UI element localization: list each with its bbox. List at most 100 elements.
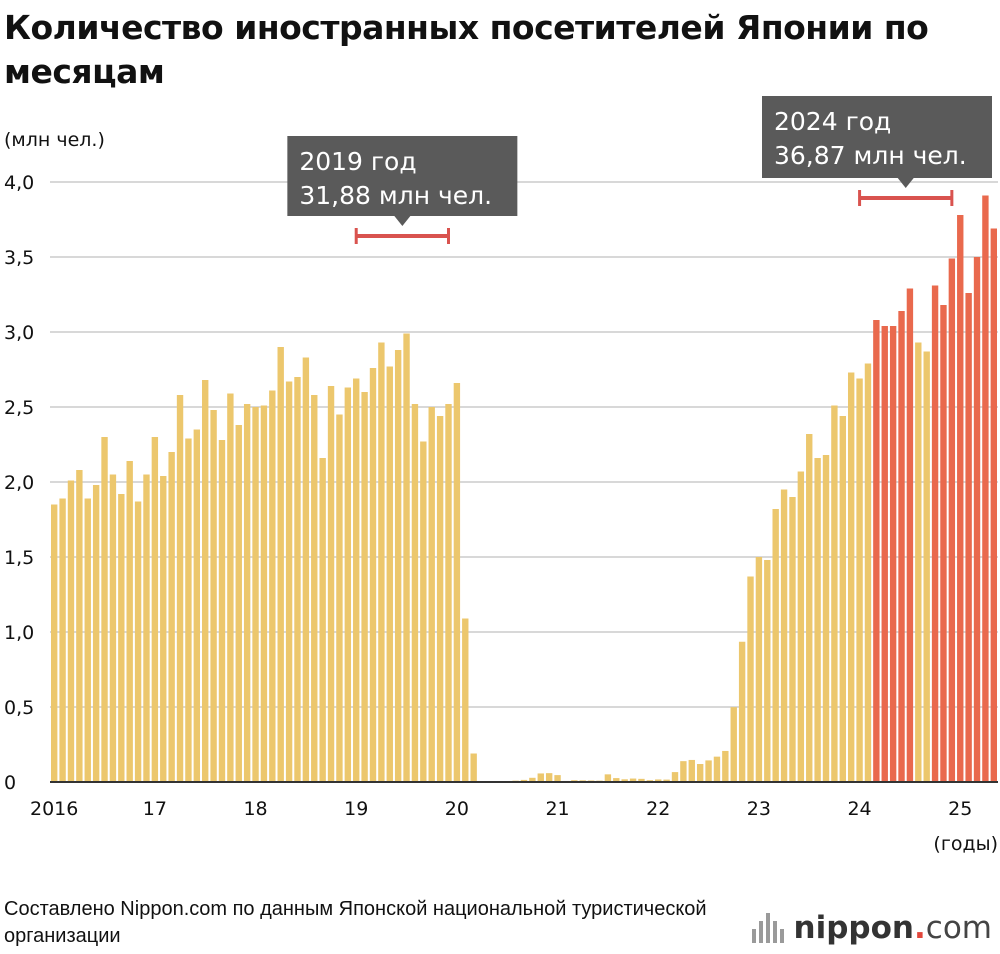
bar <box>336 414 343 782</box>
y-tick-label: 1,5 <box>4 547 34 569</box>
x-tick-label: 25 <box>948 798 972 820</box>
bar <box>453 383 461 782</box>
bar <box>663 779 670 782</box>
bar <box>462 618 469 782</box>
annotation-year: 2024 год <box>774 107 891 136</box>
bar-chart: (млн чел.) 00,51,01,52,02,53,03,54,0 201… <box>4 96 998 855</box>
bar <box>864 363 872 782</box>
bar <box>831 405 838 782</box>
bar <box>269 390 276 782</box>
bar <box>420 441 427 782</box>
logo-dot: . <box>914 910 926 946</box>
bar <box>537 773 544 782</box>
bar <box>218 440 226 782</box>
bar <box>185 438 192 782</box>
x-tick-label: 2016 <box>30 798 78 820</box>
annotation-pointer <box>394 216 411 226</box>
logo-suffix: com <box>925 910 992 946</box>
nippon-logo: nippon. com <box>751 910 992 946</box>
x-tick-label: 21 <box>545 798 569 820</box>
bar <box>319 458 326 782</box>
y-axis-ticks: 0 0,5 1,0 1,5 2,0 2,5 3,0 3,5 4,0 <box>4 172 34 794</box>
bar <box>973 257 981 782</box>
bar <box>688 759 695 782</box>
bar <box>134 501 142 782</box>
bar <box>252 407 259 782</box>
bar <box>76 470 83 782</box>
bar <box>839 416 846 782</box>
bar <box>235 425 242 782</box>
bar <box>957 215 964 782</box>
bar <box>59 498 66 782</box>
annotation-year: 2019 год <box>299 147 416 176</box>
bar <box>520 779 528 782</box>
bar <box>386 366 393 782</box>
bar <box>151 437 159 782</box>
bar <box>722 750 729 782</box>
bar <box>713 756 721 782</box>
bar <box>311 395 318 782</box>
bar <box>210 410 217 782</box>
bar <box>772 509 779 782</box>
bar <box>847 372 855 782</box>
bar <box>109 474 117 782</box>
annotation-2024: 2024 год 36,87 млн чел. <box>762 96 992 206</box>
bar <box>277 347 284 782</box>
bar <box>604 774 612 782</box>
y-tick-label: 3,5 <box>4 247 34 269</box>
bar <box>881 326 888 782</box>
bar <box>394 350 402 782</box>
x-axis-unit-label: (годы) <box>933 833 998 855</box>
bar <box>118 494 125 782</box>
bar <box>613 778 620 782</box>
bar <box>378 342 385 782</box>
bar <box>302 357 310 782</box>
bar <box>428 407 435 782</box>
bar <box>738 641 746 782</box>
bar <box>671 772 679 782</box>
bar <box>470 753 477 782</box>
logo-name: nippon <box>793 910 914 946</box>
bar <box>806 434 813 782</box>
bar <box>554 775 561 782</box>
bar <box>160 476 167 782</box>
bar <box>990 228 997 782</box>
bar <box>353 378 360 782</box>
bar <box>545 773 553 782</box>
bar <box>889 326 897 782</box>
bar <box>202 380 209 782</box>
annotation-box <box>287 136 518 216</box>
y-tick-label: 4,0 <box>4 172 34 194</box>
chart-title: Количество иностранных посетителей Япони… <box>4 8 929 91</box>
bar <box>898 311 905 782</box>
x-tick-label: 18 <box>243 798 267 820</box>
bar <box>369 368 377 782</box>
y-tick-label: 1,0 <box>4 622 34 644</box>
bar <box>436 416 444 782</box>
annotation-box <box>762 96 992 178</box>
bar <box>965 293 972 782</box>
bar <box>403 333 410 782</box>
x-tick-label: 19 <box>344 798 368 820</box>
y-tick-label: 0 <box>4 772 16 794</box>
bar <box>638 778 645 782</box>
bar <box>285 381 293 782</box>
x-tick-label: 20 <box>445 798 469 820</box>
bar <box>856 378 863 782</box>
bar <box>168 452 175 782</box>
gridlines <box>50 181 998 708</box>
bar <box>923 351 930 782</box>
bar <box>621 779 628 782</box>
annotation-2019: 2019 год 31,88 млн чел. <box>287 136 518 244</box>
annotation-total: 36,87 млн чел. <box>774 141 967 170</box>
bar <box>51 504 58 782</box>
logo-bars-icon <box>751 913 784 943</box>
bar <box>696 764 704 782</box>
bar <box>982 195 989 782</box>
bar <box>931 285 939 782</box>
bar <box>361 392 368 782</box>
bars <box>51 195 997 782</box>
bar <box>84 498 91 782</box>
bar <box>327 386 335 782</box>
annotation-total: 31,88 млн чел. <box>299 181 492 210</box>
